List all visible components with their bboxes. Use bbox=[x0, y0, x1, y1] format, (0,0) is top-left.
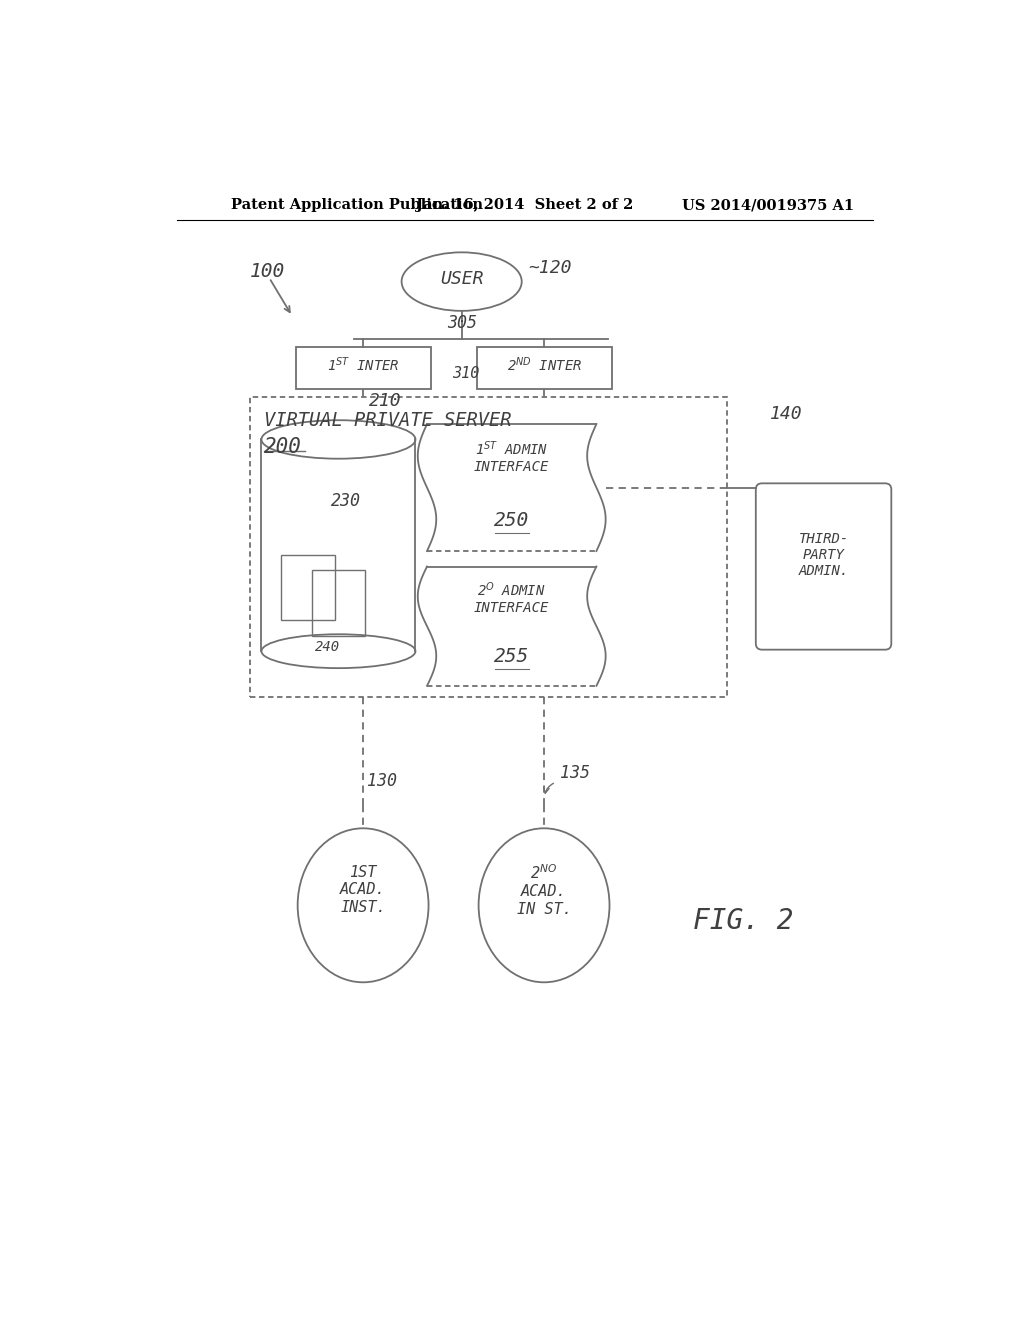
Text: FIG. 2: FIG. 2 bbox=[692, 907, 794, 935]
Text: 1ST
ACAD.
INST.: 1ST ACAD. INST. bbox=[340, 865, 386, 915]
Text: 230: 230 bbox=[331, 492, 360, 510]
Text: 305: 305 bbox=[446, 314, 476, 331]
Text: Jan. 16, 2014  Sheet 2 of 2: Jan. 16, 2014 Sheet 2 of 2 bbox=[416, 198, 634, 213]
Text: 130: 130 bbox=[368, 772, 397, 789]
Text: ~120: ~120 bbox=[528, 259, 571, 277]
Text: 255: 255 bbox=[495, 647, 529, 667]
Text: 2$^{ND}$ INTER: 2$^{ND}$ INTER bbox=[507, 355, 582, 374]
Bar bbox=[311, 570, 366, 636]
Text: 2$^{O}$ ADMIN
INTERFACE: 2$^{O}$ ADMIN INTERFACE bbox=[474, 581, 550, 615]
Text: THIRD-
PARTY
ADMIN.: THIRD- PARTY ADMIN. bbox=[799, 532, 849, 578]
Text: US 2014/0019375 A1: US 2014/0019375 A1 bbox=[682, 198, 854, 213]
Bar bbox=[296, 347, 431, 389]
Text: 140: 140 bbox=[770, 405, 802, 422]
Text: 100: 100 bbox=[250, 263, 285, 281]
Text: 240: 240 bbox=[315, 640, 341, 653]
Text: 135: 135 bbox=[560, 764, 590, 781]
Bar bbox=[281, 554, 335, 620]
Text: 1$^{ST}$ INTER: 1$^{ST}$ INTER bbox=[328, 355, 399, 374]
Text: 210: 210 bbox=[370, 392, 401, 411]
Text: 2$^{NO}$
ACAD.
IN ST.: 2$^{NO}$ ACAD. IN ST. bbox=[517, 863, 571, 916]
Bar bbox=[250, 397, 727, 697]
Text: USER: USER bbox=[440, 269, 483, 288]
Text: 250: 250 bbox=[495, 511, 529, 529]
Text: 200: 200 bbox=[264, 437, 302, 457]
Text: 1$^{ST}$ ADMIN
INTERFACE: 1$^{ST}$ ADMIN INTERFACE bbox=[474, 440, 550, 474]
Text: VIRTUAL PRIVATE SERVER: VIRTUAL PRIVATE SERVER bbox=[264, 411, 511, 430]
Bar bbox=[477, 347, 611, 389]
Text: 310: 310 bbox=[452, 367, 479, 381]
Text: Patent Application Publication: Patent Application Publication bbox=[230, 198, 482, 213]
